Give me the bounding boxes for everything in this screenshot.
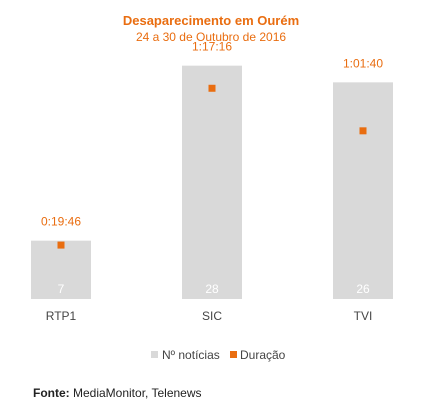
x-tick-label: RTP1 bbox=[46, 309, 77, 323]
duration-label: 0:19:46 bbox=[41, 215, 81, 229]
source-note: Fonte: MediaMonitor, Telenews bbox=[33, 386, 202, 400]
duration-label: 1:01:40 bbox=[343, 56, 383, 70]
bar-value-label: 26 bbox=[356, 282, 370, 296]
duration-marker bbox=[359, 127, 367, 135]
bar-rtp1 bbox=[31, 240, 91, 299]
bar-tvi bbox=[333, 82, 393, 299]
duration-marker bbox=[57, 241, 65, 249]
bar-value-label: 28 bbox=[205, 282, 219, 296]
bar-value-label: 7 bbox=[58, 282, 65, 296]
chart-subtitle: 24 a 30 de Outubro de 2016 bbox=[136, 30, 286, 44]
legend-label-noticias: Nº notícias bbox=[162, 348, 220, 362]
chart-title: Desaparecimento em Ourém bbox=[123, 13, 299, 28]
x-tick-label: SIC bbox=[202, 309, 222, 323]
source-label: Fonte: bbox=[33, 386, 70, 400]
legend-swatch-duracao bbox=[230, 351, 237, 358]
duration-label: 1:17:16 bbox=[192, 40, 232, 54]
legend-label-duracao: Duração bbox=[240, 348, 286, 362]
duration-marker bbox=[208, 84, 216, 92]
legend-swatch-noticias bbox=[151, 351, 158, 358]
x-tick-label: TVI bbox=[354, 309, 373, 323]
bar-sic bbox=[182, 65, 242, 300]
source-text: MediaMonitor, Telenews bbox=[69, 386, 202, 400]
